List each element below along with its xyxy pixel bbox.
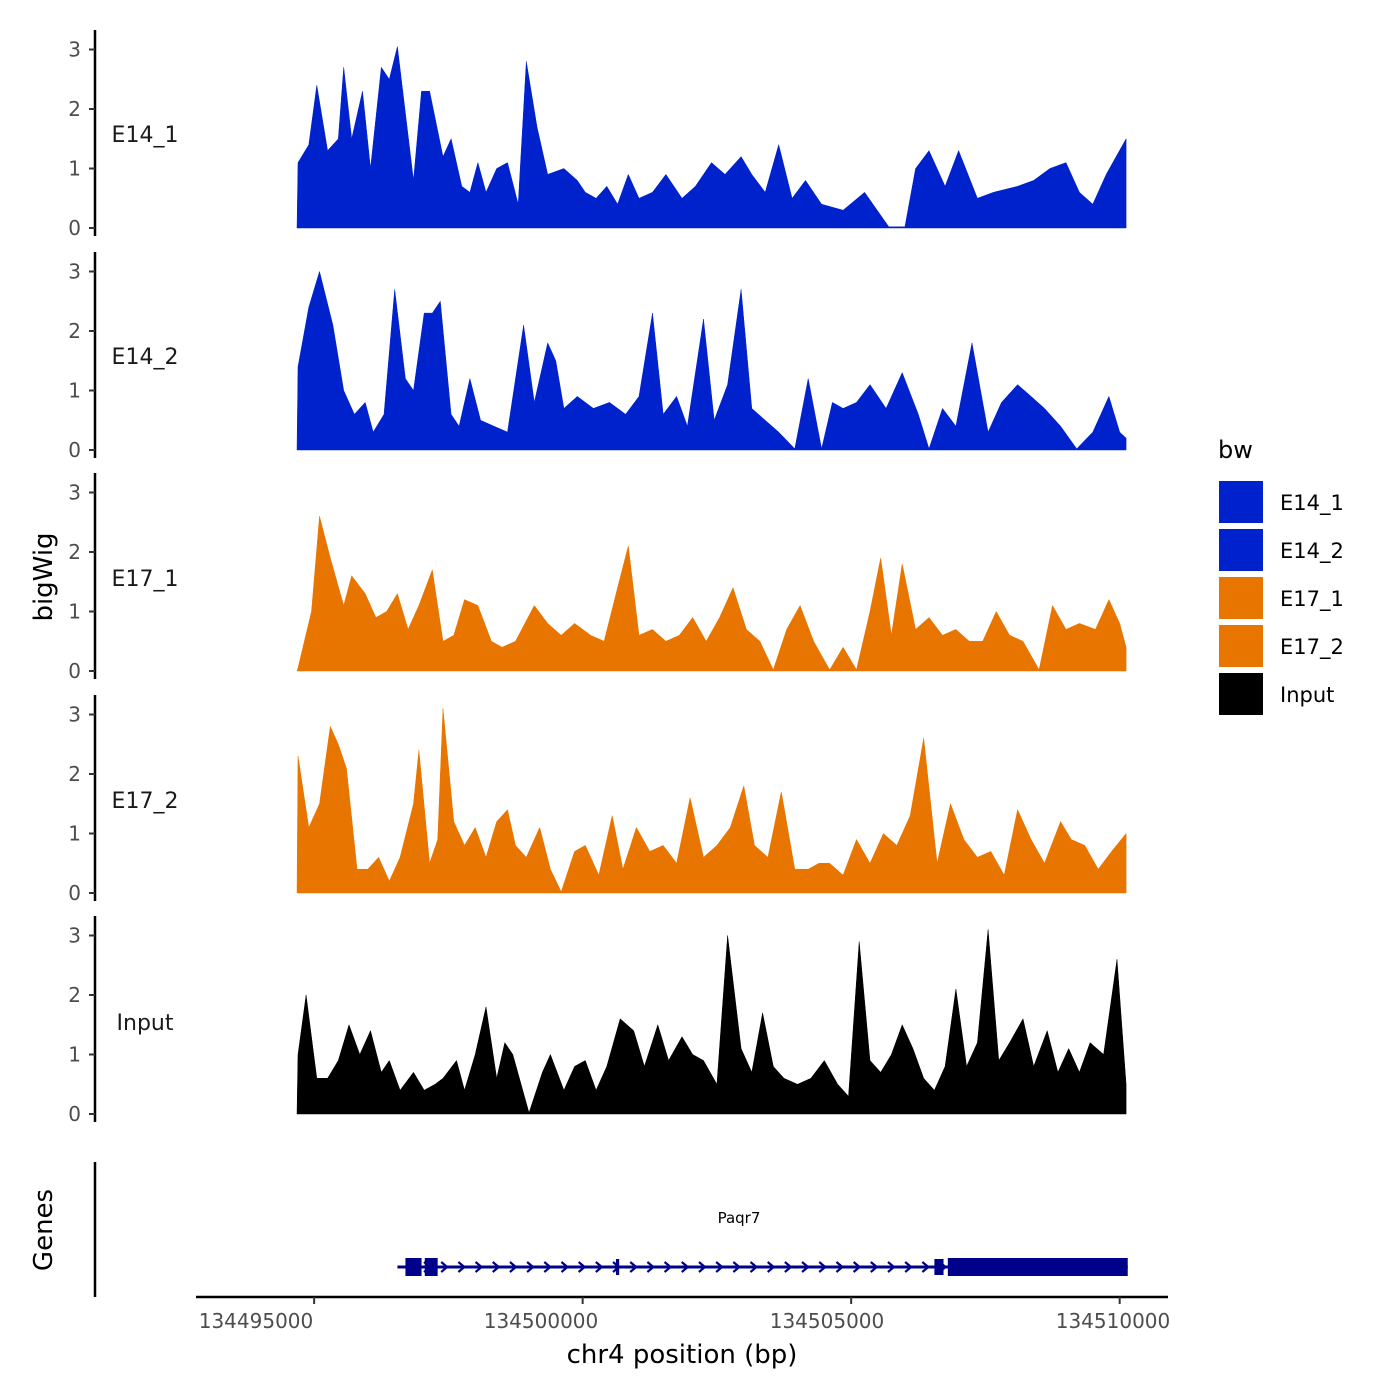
strand-chevron (715, 1261, 724, 1273)
legend-label-E14_2: E14_2 (1280, 539, 1344, 564)
strand-chevron (904, 1261, 913, 1273)
gene-exon (947, 1258, 1128, 1276)
strand-chevron (595, 1261, 604, 1273)
strand-chevron (887, 1261, 896, 1273)
strand-chevron (852, 1261, 862, 1273)
legend-label-E17_1: E17_1 (1280, 587, 1344, 612)
strand-chevron (577, 1261, 587, 1273)
track-label-E14_2: E14_2 (112, 345, 179, 370)
gene-exon (934, 1259, 944, 1275)
y-tick-label: 0 (68, 1102, 81, 1126)
legend-key-E14_1 (1217, 479, 1265, 525)
signal-area-E17_1 (296, 516, 1127, 672)
strand-chevron (818, 1261, 827, 1273)
y-tick-label: 1 (68, 1043, 81, 1067)
y-tick-label: 3 (68, 924, 81, 948)
strand-chevron (543, 1261, 553, 1273)
strand-chevron (457, 1261, 467, 1273)
strand-chevron (749, 1261, 759, 1273)
legend-label-E14_1: E14_1 (1280, 491, 1344, 516)
strand-chevron (766, 1261, 776, 1273)
gene-exon (405, 1258, 422, 1276)
legend-key-E17_1 (1217, 575, 1265, 621)
y-tick-label: 0 (68, 659, 81, 683)
strand-chevron (509, 1261, 518, 1273)
signal-area-Input (296, 929, 1127, 1115)
gene-exon (615, 1259, 620, 1275)
legend-key-E17_2 (1217, 623, 1265, 669)
y-axis-title: bigWig (29, 532, 59, 621)
strand-chevron (801, 1261, 810, 1273)
strand-chevron (492, 1261, 501, 1273)
signal-area-E14_1 (296, 46, 1127, 229)
strand-chevron (474, 1261, 484, 1273)
y-tick-label: 2 (68, 97, 81, 121)
y-tick-label: 2 (68, 319, 81, 343)
y-tick-label: 0 (68, 438, 81, 462)
strand-chevron (732, 1261, 742, 1273)
legend: E14_1 E14_2 E17_1 E17_2 Input (1217, 479, 1344, 717)
legend-label-E17_2: E17_2 (1280, 635, 1344, 660)
track-label-E17_1: E17_1 (112, 567, 179, 592)
y-tick-label: 3 (68, 260, 81, 284)
track-label-E14_1: E14_1 (112, 123, 179, 148)
strand-chevron (646, 1261, 656, 1273)
y-tick-label: 2 (68, 540, 81, 564)
legend-key-Input (1217, 671, 1265, 717)
strand-chevron (681, 1261, 690, 1273)
y-tick-label: 1 (68, 822, 81, 846)
gene-exon (424, 1258, 438, 1276)
y-tick-label: 1 (68, 157, 81, 181)
y-tick-label: 2 (68, 983, 81, 1007)
genes-axis-title: Genes (29, 1189, 59, 1271)
strand-chevron (835, 1261, 845, 1273)
strand-chevron (698, 1261, 707, 1273)
strand-chevron (870, 1261, 879, 1273)
y-tick-label: 0 (68, 216, 81, 240)
y-tick-label: 2 (68, 762, 81, 786)
y-tick-label: 1 (68, 379, 81, 403)
legend-title: bw (1218, 436, 1253, 464)
strand-chevron (784, 1261, 793, 1273)
strand-chevron (560, 1261, 570, 1273)
y-tick-label: 1 (68, 600, 81, 624)
signal-area-E17_2 (296, 708, 1127, 894)
legend-label-Input: Input (1280, 683, 1334, 707)
strand-chevron (921, 1261, 931, 1273)
y-tick-label: 3 (68, 38, 81, 62)
track-label-Input: Input (117, 1011, 174, 1036)
track-label-E17_2: E17_2 (112, 789, 179, 814)
y-tick-label: 0 (68, 881, 81, 905)
gene-label-Paqr7: Paqr7 (718, 1209, 761, 1227)
strand-chevron (629, 1261, 638, 1273)
x-tick-label: 134505000 (770, 1309, 885, 1333)
signal-area-E14_2 (296, 270, 1127, 451)
strand-chevron (663, 1261, 673, 1273)
strand-chevron (440, 1261, 449, 1273)
x-tick-label: 134510000 (1056, 1309, 1171, 1333)
x-axis-title: chr4 position (bp) (567, 1340, 798, 1370)
y-tick-label: 3 (68, 703, 81, 727)
y-tick-label: 3 (68, 481, 81, 505)
x-tick-label: 134500000 (484, 1309, 599, 1333)
legend-key-E14_2 (1217, 527, 1265, 573)
x-tick-label: 134495000 (199, 1309, 314, 1333)
strand-chevron (526, 1261, 535, 1273)
